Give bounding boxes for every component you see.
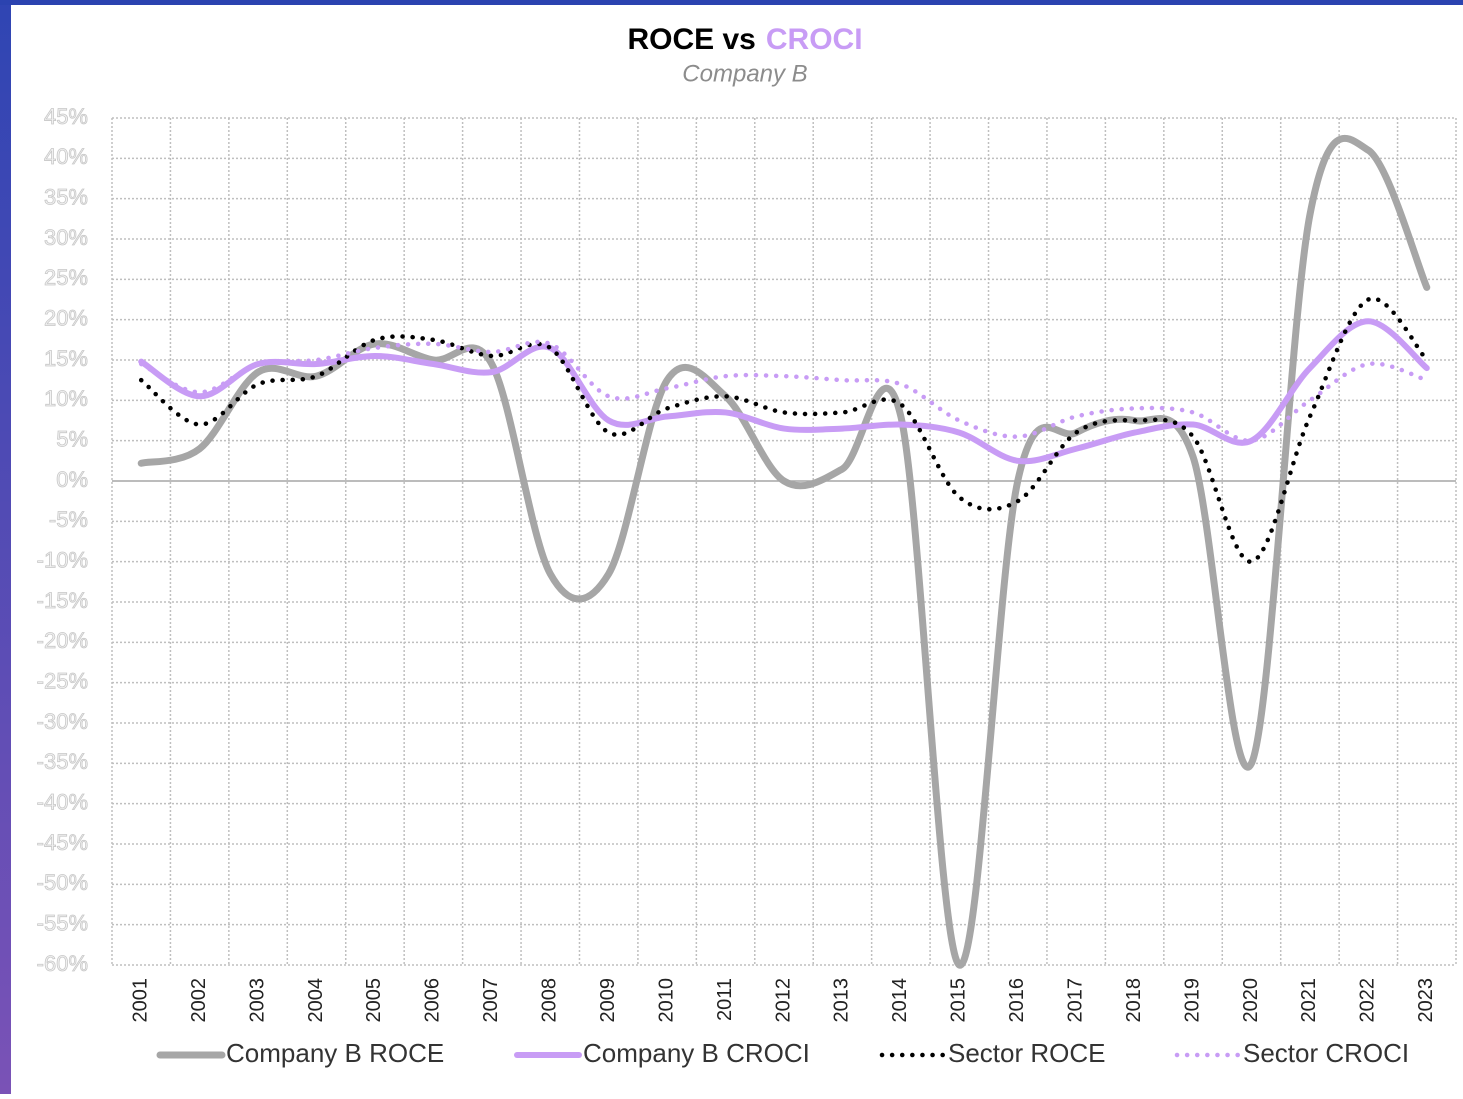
x-tick-label: 2003 <box>246 978 268 1023</box>
y-tick-label: 10% <box>44 386 88 411</box>
x-tick-label: 2012 <box>772 978 794 1023</box>
legend-label: Sector ROCE <box>948 1038 1106 1068</box>
y-tick-label: -30% <box>37 709 88 734</box>
y-tick-label: 40% <box>44 144 88 169</box>
chart-subtitle: Company B <box>682 60 807 87</box>
chart-title: ROCE vs CROCI <box>627 23 862 56</box>
line-series <box>137 134 1431 969</box>
y-tick-label: -45% <box>37 830 88 855</box>
x-tick-label: 2018 <box>1123 978 1145 1023</box>
x-tick-label: 2008 <box>539 978 561 1023</box>
x-tick-label: 2014 <box>889 978 911 1023</box>
title-part: ROCE vs <box>627 23 755 56</box>
x-tick-label: 2023 <box>1415 978 1437 1023</box>
legend-label: Sector CROCI <box>1243 1038 1409 1068</box>
line-series <box>138 339 1430 443</box>
y-tick-label: 45% <box>44 104 88 129</box>
y-tick-label: 25% <box>44 265 88 290</box>
line-series <box>138 318 1430 465</box>
title-part: CROCI <box>766 23 863 56</box>
x-tick-label: 2006 <box>422 978 444 1023</box>
y-tick-label: -20% <box>37 628 88 653</box>
y-tick-label: 35% <box>44 184 88 209</box>
x-tick-label: 2002 <box>188 978 210 1023</box>
y-tick-label: -55% <box>37 910 88 935</box>
y-tick-label: -50% <box>37 870 88 895</box>
y-tick-label: -25% <box>37 668 88 693</box>
y-tick-label: 0% <box>56 467 88 492</box>
y-tick-label: 5% <box>56 426 88 451</box>
x-tick-label: 2017 <box>1064 978 1086 1023</box>
line-series <box>138 296 1430 564</box>
x-tick-label: 2020 <box>1240 978 1262 1023</box>
y-tick-label: -15% <box>37 588 88 613</box>
x-tick-label: 2004 <box>305 978 327 1023</box>
y-tick-label: -10% <box>37 547 88 572</box>
y-tick-label: 15% <box>44 346 88 371</box>
x-tick-label: 2013 <box>831 978 853 1023</box>
x-tick-label: 2011 <box>714 978 736 1021</box>
y-tick-label: -60% <box>37 951 88 976</box>
x-tick-label: 2005 <box>363 978 385 1023</box>
legend-label: Company B CROCI <box>583 1038 810 1068</box>
x-tick-label: 2021 <box>1298 978 1320 1023</box>
x-tick-label: 2015 <box>948 978 970 1023</box>
legend-label: Company B ROCE <box>226 1038 444 1068</box>
y-tick-label: 20% <box>44 305 88 330</box>
y-tick-label: -5% <box>49 507 88 532</box>
x-tick-label: 2022 <box>1357 978 1379 1023</box>
x-tick-label: 2007 <box>480 978 502 1023</box>
y-tick-label: 30% <box>44 225 88 250</box>
y-tick-label: -40% <box>37 789 88 814</box>
x-tick-label: 2010 <box>655 978 677 1023</box>
y-tick-label: -35% <box>37 749 88 774</box>
x-tick-label: 2016 <box>1006 978 1028 1023</box>
x-tick-label: 2001 <box>129 978 151 1023</box>
frame-edge <box>0 0 11 1094</box>
frame-top <box>0 0 1463 5</box>
x-tick-label: 2009 <box>597 978 619 1023</box>
x-tick-label: 2019 <box>1181 978 1203 1023</box>
